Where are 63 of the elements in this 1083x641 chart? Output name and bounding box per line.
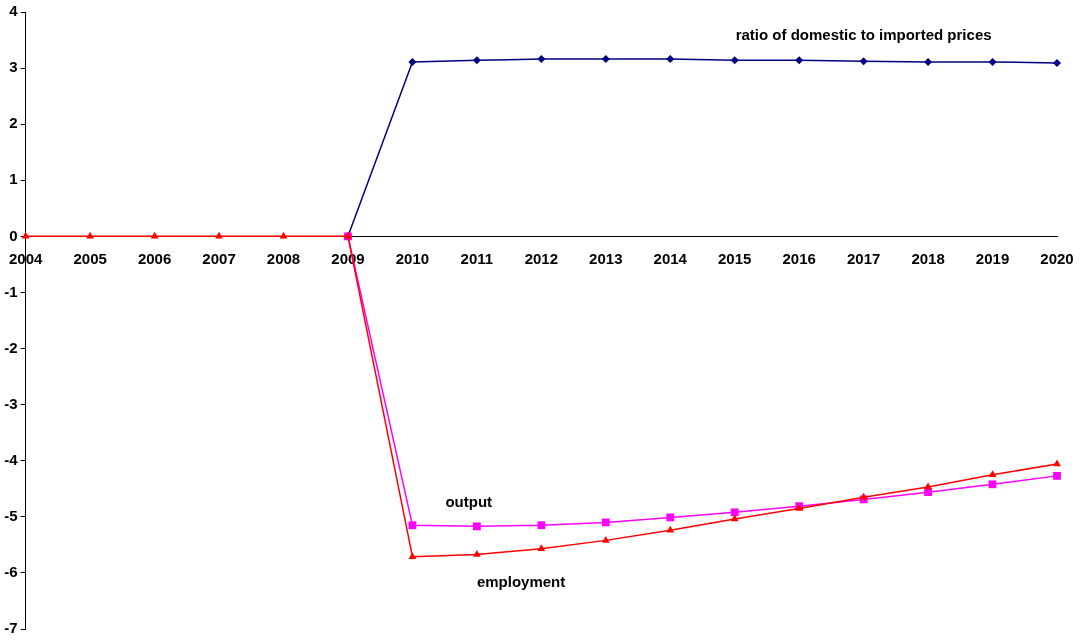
point (537, 521, 546, 530)
point (730, 56, 739, 65)
point (408, 521, 417, 530)
x-tick-label: 2005 (73, 249, 107, 267)
x-tick-label: 2016 (782, 249, 816, 267)
x-tick-label: 2018 (911, 249, 945, 267)
y-tick-label: -6 (4, 563, 18, 581)
point (1053, 459, 1061, 467)
point (601, 55, 610, 64)
y-tick-label: 4 (9, 2, 19, 20)
y-tick-label: -1 (4, 282, 18, 300)
point (666, 513, 675, 522)
x-tick-label: 2015 (718, 249, 752, 267)
y-tick-label: -4 (4, 450, 19, 468)
point (1053, 59, 1061, 68)
point (408, 57, 417, 66)
point (924, 488, 932, 497)
point (601, 535, 610, 543)
point (473, 522, 481, 531)
y-tick-label: 0 (9, 226, 18, 244)
point (150, 231, 159, 239)
x-tick-label: 2013 (589, 249, 623, 267)
y-tick-label: -7 (4, 619, 18, 637)
point (666, 525, 675, 533)
x-tick-label: 2011 (460, 249, 494, 267)
x-tick-label: 2008 (266, 249, 301, 267)
point (1053, 471, 1061, 480)
y-tick-label: 2 (9, 114, 18, 132)
y-tick-label: 1 (9, 170, 18, 188)
series-label: employment (476, 572, 566, 590)
point (730, 508, 739, 517)
x-tick-label: 2012 (524, 249, 559, 267)
point (666, 55, 675, 64)
point (215, 231, 223, 239)
point (601, 518, 610, 527)
point (988, 480, 997, 489)
point (21, 231, 30, 239)
point (859, 57, 868, 66)
x-tick-label: 2020 (1040, 249, 1074, 267)
point (988, 57, 997, 66)
point (86, 231, 95, 239)
point (795, 56, 804, 65)
y-tick-label: -2 (4, 338, 18, 356)
point (730, 514, 739, 522)
x-tick-label: 2007 (202, 249, 236, 267)
series-label: ratio of domestic to imported prices (735, 25, 992, 43)
y-tick-label: -3 (4, 394, 18, 412)
x-tick-label: 2006 (137, 249, 172, 267)
point (537, 544, 546, 552)
point (988, 470, 997, 477)
y-tick-label: 3 (9, 58, 18, 76)
x-tick-label: 2017 (846, 249, 881, 267)
point (924, 57, 933, 66)
x-tick-label: 2019 (975, 249, 1010, 267)
point (537, 55, 546, 64)
point (279, 231, 288, 239)
point (472, 549, 481, 557)
series-label: output (445, 493, 493, 511)
point (408, 552, 417, 559)
x-tick-label: 2014 (653, 249, 688, 267)
y-tick-label: -5 (4, 506, 18, 524)
x-tick-label: 2010 (395, 249, 430, 267)
point (472, 56, 481, 65)
